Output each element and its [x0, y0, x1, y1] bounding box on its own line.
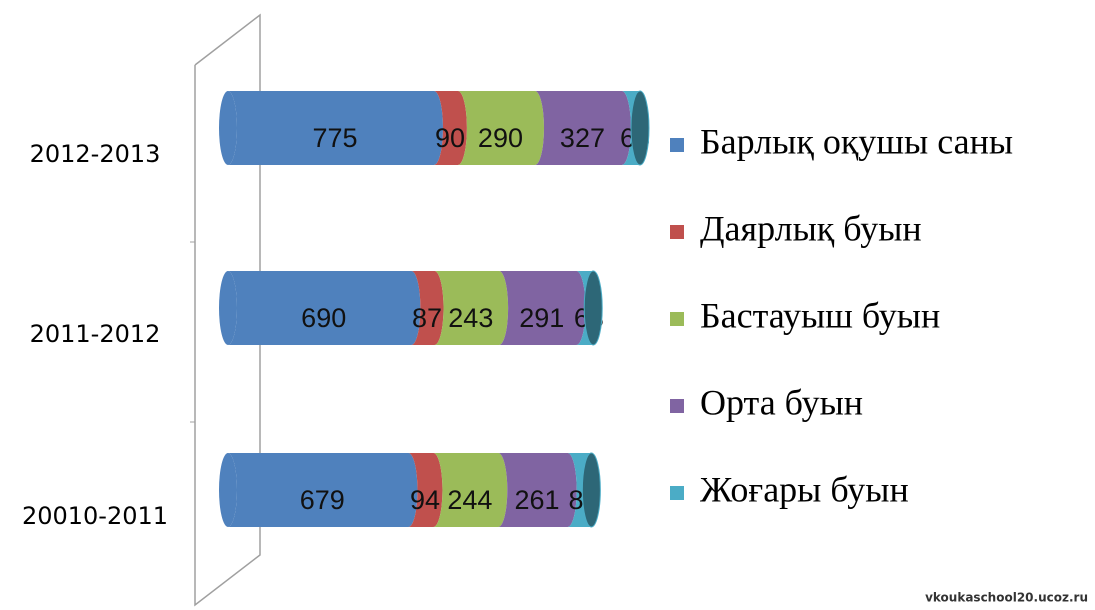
bar-segment [228, 453, 418, 527]
bar-end-cap [581, 452, 601, 528]
data-label: 690 [301, 303, 346, 333]
legend-swatch [670, 399, 684, 413]
bar-segment [434, 91, 467, 165]
data-label: 327 [560, 123, 605, 153]
bar-segment [228, 271, 421, 345]
legend-swatch [670, 486, 684, 500]
data-label: 90 [435, 123, 465, 153]
legend-label: Барлық оқушы саны [700, 121, 1013, 161]
axis-frame [194, 13, 261, 607]
bar-segment [499, 271, 586, 345]
bar-end-cap [583, 270, 603, 346]
data-label: 775 [312, 123, 357, 153]
data-label: 94 [410, 485, 440, 515]
bar-segment [408, 453, 443, 527]
legend-label: Даярлық буын [700, 208, 922, 248]
bar-segment [228, 91, 443, 165]
watermark: vkoukaschool20.ucoz.ru [925, 591, 1088, 605]
data-label: 244 [447, 485, 492, 515]
data-label: 291 [519, 303, 564, 333]
category-label: 2011-2012 [30, 320, 161, 348]
legend-swatch [670, 312, 684, 326]
bar-segment [498, 453, 577, 527]
bar-segment [457, 91, 545, 165]
data-label: 243 [448, 303, 493, 333]
legend-label: Жоғары буын [700, 469, 909, 509]
bar-start-cap [219, 91, 237, 165]
legend-label: Орта буын [700, 382, 863, 422]
legend-label: Бастауыш буын [700, 295, 940, 335]
category-label: 2012-2013 [30, 140, 161, 168]
bar-segment [411, 271, 444, 345]
category-label: 20010-2011 [22, 502, 168, 530]
bar-end-cap [630, 90, 650, 166]
legend-swatch [670, 138, 684, 152]
data-label: 679 [300, 485, 345, 515]
bar-start-cap [219, 453, 237, 527]
bar-segment [434, 271, 509, 345]
data-label: 290 [478, 123, 523, 153]
bar-start-cap [219, 271, 237, 345]
data-label: 261 [514, 485, 559, 515]
data-label: 87 [412, 303, 442, 333]
bar-segment [433, 453, 508, 527]
bar-segment [535, 91, 631, 165]
legend-swatch [670, 225, 684, 239]
